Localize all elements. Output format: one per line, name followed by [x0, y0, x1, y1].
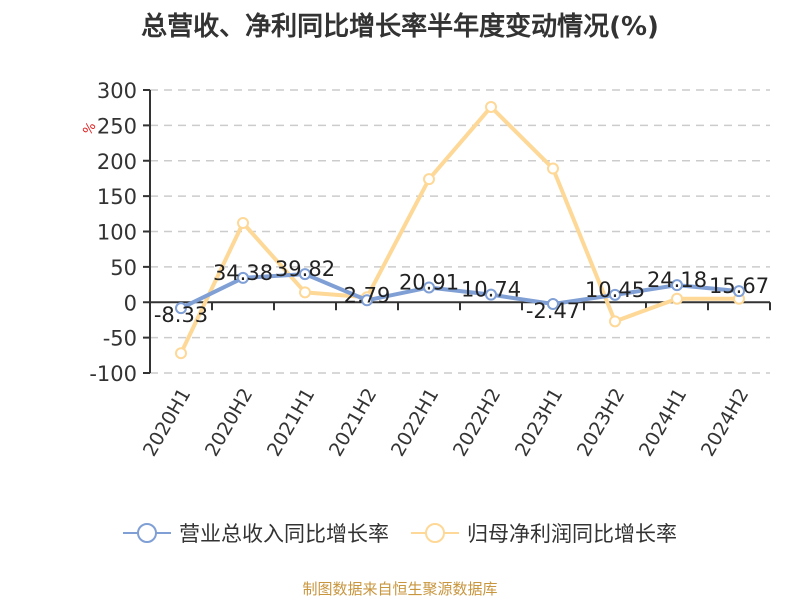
y-tick-label: 250	[97, 114, 137, 138]
data-point[interactable]	[175, 302, 187, 315]
x-tick-label: 2022H1	[387, 385, 443, 461]
x-tick-label: 2021H1	[263, 385, 319, 461]
y-tick-label: -50	[103, 327, 137, 351]
x-tick-label: 2024H1	[635, 385, 691, 461]
x-tick-label: 2024H2	[697, 385, 753, 461]
data-label: 20.91	[399, 270, 459, 294]
data-point[interactable]	[733, 285, 745, 298]
data-label: 34.38	[213, 261, 273, 285]
data-label: 24.18	[647, 268, 707, 292]
data-point[interactable]	[547, 162, 559, 175]
data-point[interactable]	[299, 286, 311, 299]
data-source-note: 制图数据来自恒生聚源数据库	[302, 580, 498, 598]
data-point[interactable]	[609, 288, 621, 301]
legend-net-profit-line-icon	[411, 523, 459, 543]
data-point[interactable]	[671, 279, 683, 292]
x-axis: 2020H1 2020H2 2021H1 2021H2 2022H1 2022H2 2023…	[139, 301, 771, 461]
x-tick-label: 2022H2	[449, 385, 505, 461]
legend: 营业总收入同比增长率 归母净利润同比增长率	[0, 518, 800, 548]
legend-label-net-profit: 归母净利润同比增长率	[467, 522, 677, 546]
y-tick-label: 100	[97, 221, 137, 245]
y-tick-label: -100	[89, 362, 137, 386]
data-label: -2.47	[526, 299, 580, 323]
x-tick-label: 2023H1	[511, 385, 567, 461]
x-tick-label: 2021H2	[325, 385, 381, 461]
data-label: 10.45	[585, 278, 645, 302]
y-tick-label: 150	[97, 185, 137, 209]
data-label: 10.74	[461, 278, 521, 302]
y-tick-label: 0	[124, 291, 137, 315]
data-point[interactable]	[299, 268, 311, 281]
data-label: 15.67	[709, 274, 769, 298]
x-tick-label: 2023H2	[573, 385, 629, 461]
data-label: 39.82	[275, 257, 335, 281]
data-point[interactable]	[237, 271, 249, 284]
net-profit-line	[179, 104, 739, 355]
legend-revenue-line-icon	[123, 523, 171, 543]
y-axis: 300 250 200 150 100 50 0 -50 -100	[89, 79, 151, 386]
legend-item-net-profit[interactable]: 归母净利润同比增长率	[411, 518, 677, 548]
data-point[interactable]	[547, 297, 559, 310]
data-point[interactable]	[609, 315, 621, 328]
data-label: -8.33	[154, 303, 208, 327]
legend-label-revenue: 营业总收入同比增长率	[179, 522, 389, 546]
x-tick-label: 2020H1	[139, 385, 195, 461]
data-point[interactable]	[485, 100, 497, 113]
x-tick-label: 2020H2	[201, 385, 257, 461]
gridlines	[150, 89, 770, 374]
data-point[interactable]	[423, 281, 435, 294]
chart-title: 总营收、净利同比增长率半年度变动情况(%)	[141, 12, 659, 42]
data-point[interactable]	[237, 217, 249, 230]
revenue-line	[180, 272, 740, 310]
data-point[interactable]	[423, 173, 435, 186]
data-point[interactable]	[485, 288, 497, 301]
data-point[interactable]	[361, 294, 373, 307]
data-point[interactable]	[175, 347, 187, 360]
series-lines	[175, 100, 745, 360]
legend-item-revenue[interactable]: 营业总收入同比增长率	[123, 518, 389, 548]
data-label: 2.79	[344, 283, 391, 307]
y-tick-label: 300	[97, 79, 137, 103]
data-point[interactable]	[671, 292, 683, 305]
y-tick-label: 50	[110, 256, 137, 280]
y-tick-label: 200	[97, 150, 137, 174]
